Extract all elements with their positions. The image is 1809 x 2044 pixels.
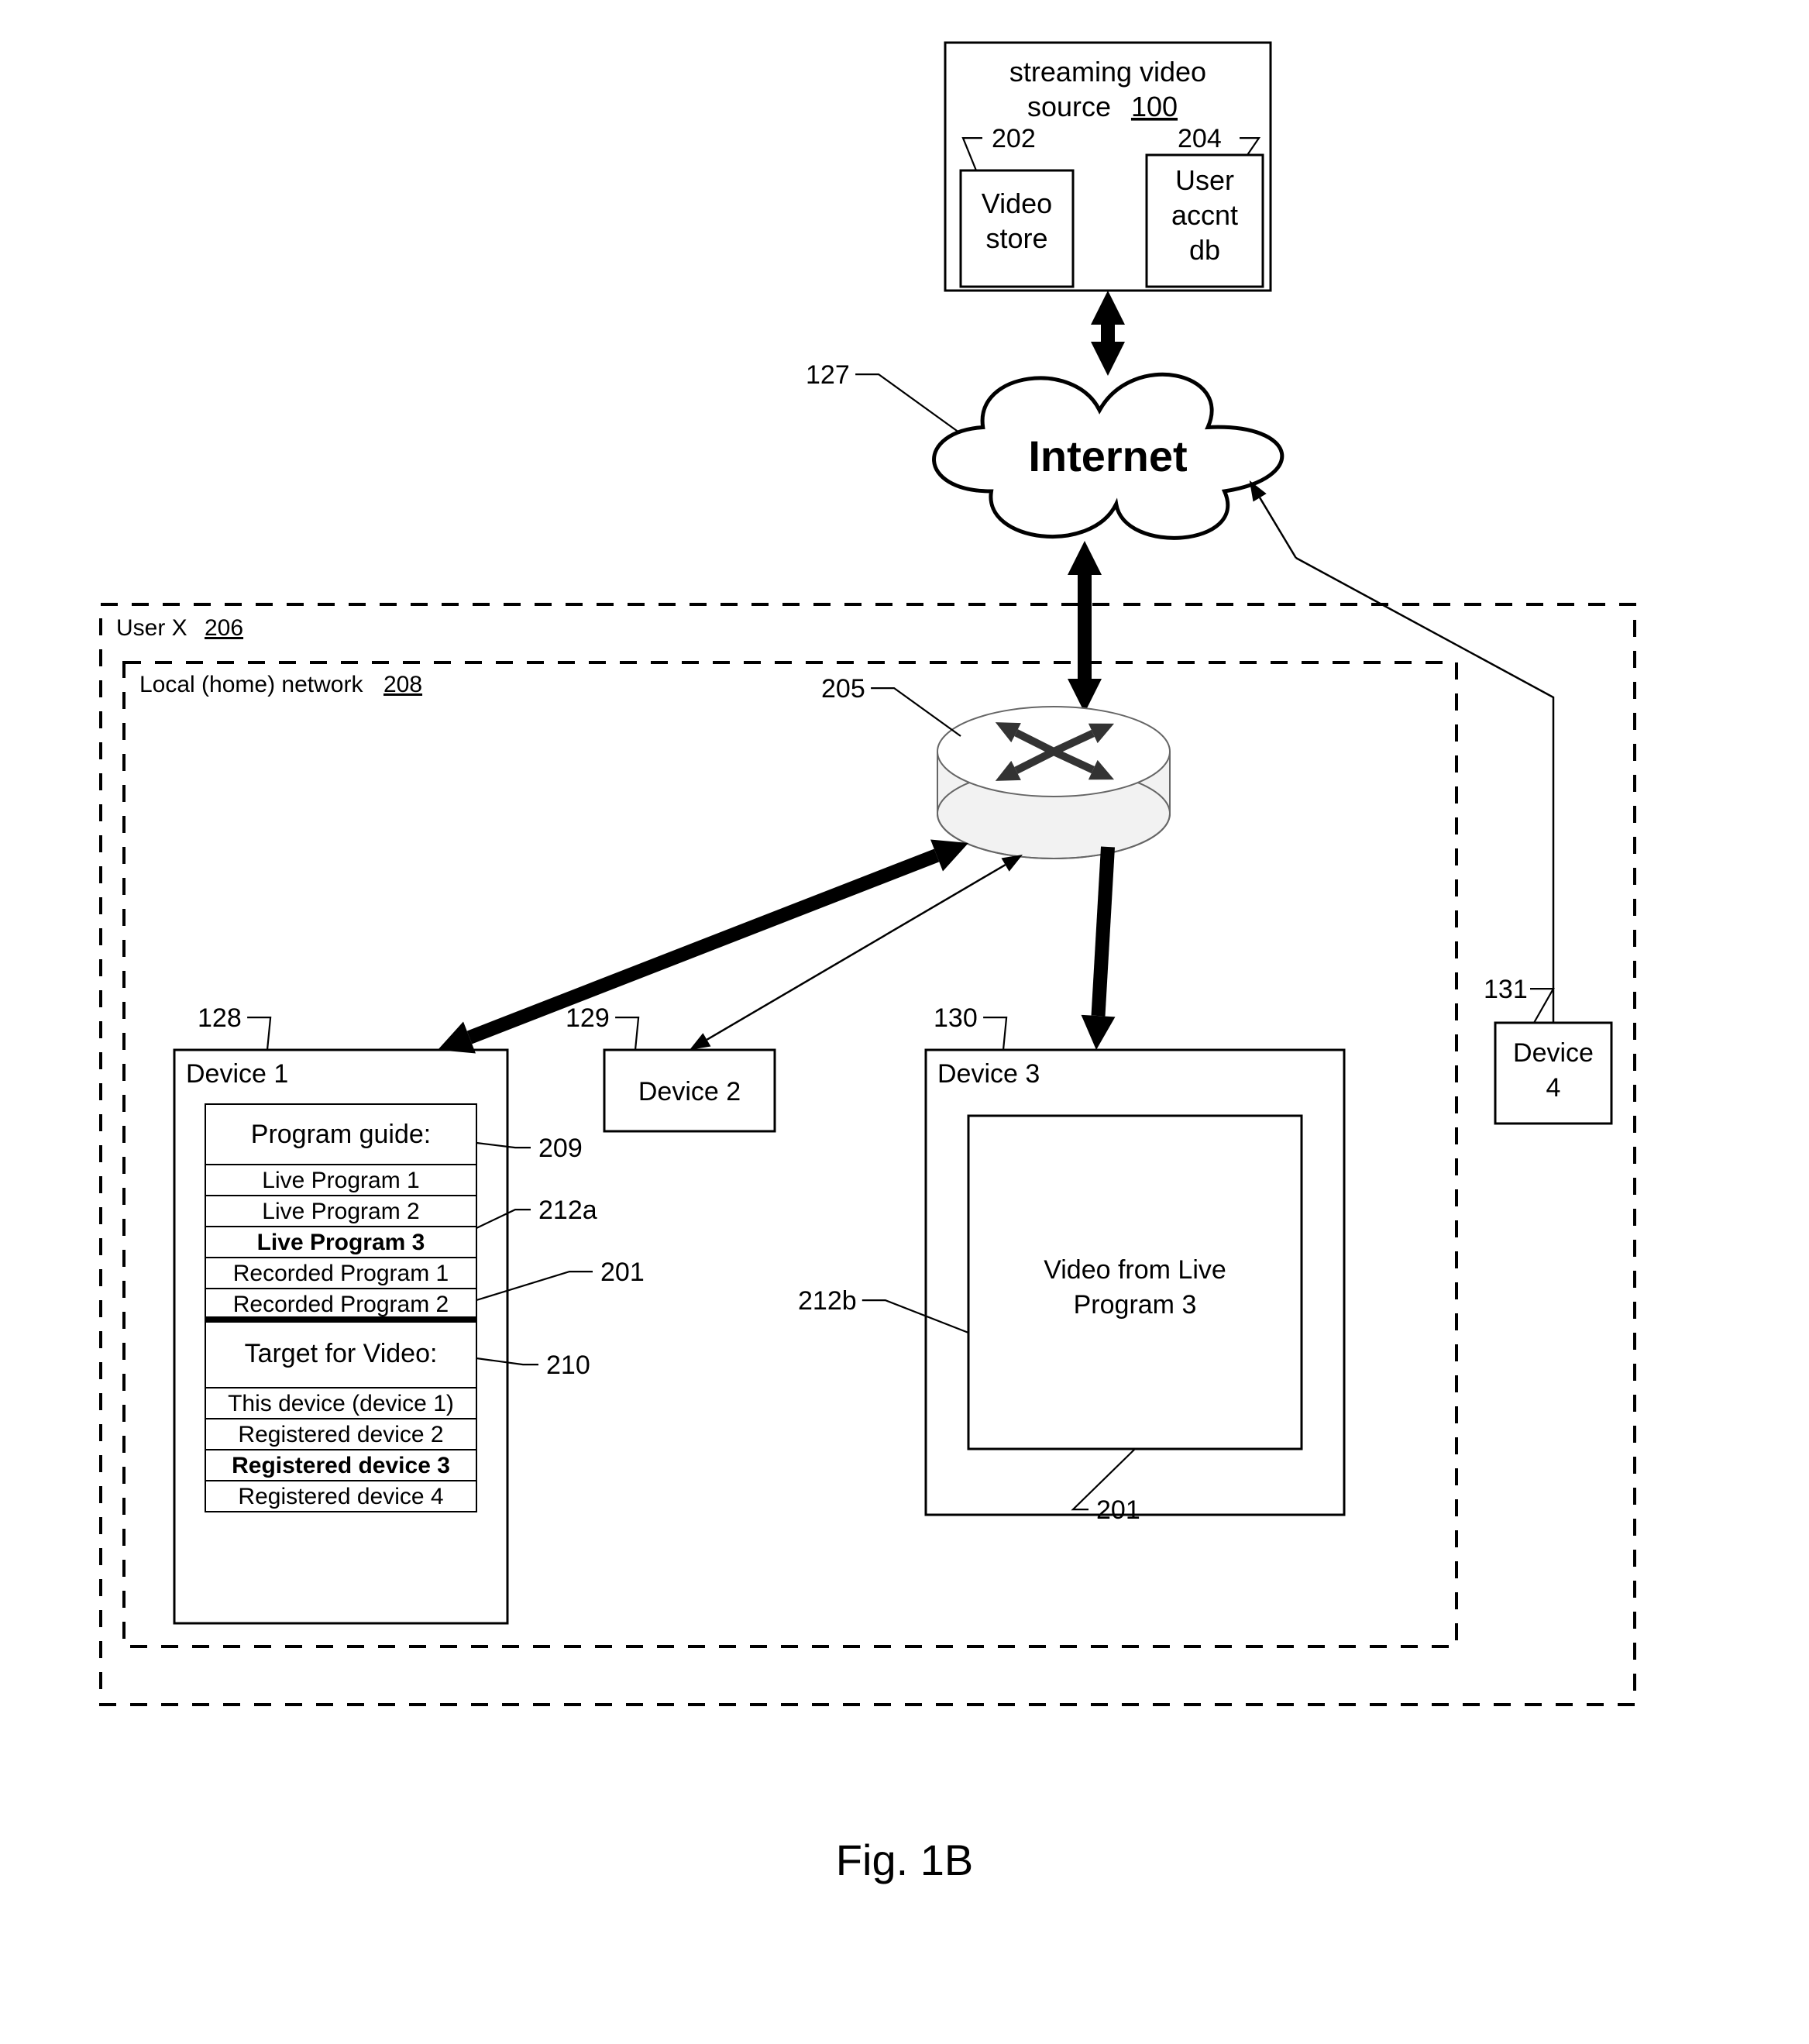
svg-text:Recorded Program 1: Recorded Program 1 <box>233 1261 449 1286</box>
svg-text:Device 3: Device 3 <box>937 1059 1040 1089</box>
svg-text:206: 206 <box>205 615 243 641</box>
svg-text:129: 129 <box>566 1003 610 1033</box>
svg-text:Device 1: Device 1 <box>186 1059 288 1089</box>
svg-text:Registered device 4: Registered device 4 <box>238 1484 443 1509</box>
svg-text:201: 201 <box>1096 1495 1140 1525</box>
svg-text:Live Program 1: Live Program 1 <box>262 1168 419 1193</box>
svg-text:204: 204 <box>1178 124 1222 153</box>
svg-text:212b: 212b <box>798 1286 857 1316</box>
svg-text:208: 208 <box>383 672 422 697</box>
svg-text:Live Program 3: Live Program 3 <box>257 1230 425 1255</box>
svg-text:210: 210 <box>546 1351 590 1380</box>
svg-text:127: 127 <box>806 360 850 390</box>
svg-text:201: 201 <box>600 1258 645 1287</box>
svg-text:Live Program 2: Live Program 2 <box>262 1199 419 1224</box>
svg-text:130: 130 <box>934 1003 978 1033</box>
svg-text:Fig. 1B: Fig. 1B <box>836 1836 973 1884</box>
svg-text:Video from Live: Video from Live <box>1044 1255 1226 1285</box>
svg-text:User: User <box>1175 164 1234 196</box>
svg-text:212a: 212a <box>538 1196 597 1225</box>
svg-text:128: 128 <box>198 1003 242 1033</box>
svg-text:streaming video: streaming video <box>1009 56 1206 88</box>
svg-text:accnt: accnt <box>1171 199 1238 231</box>
svg-text:source: source <box>1027 91 1111 122</box>
svg-text:Program 3: Program 3 <box>1074 1290 1197 1320</box>
svg-text:Local (home) network: Local (home) network <box>139 672 363 697</box>
svg-text:Target for Video:: Target for Video: <box>245 1339 438 1368</box>
svg-text:Internet: Internet <box>1028 432 1187 480</box>
svg-text:Registered device 3: Registered device 3 <box>232 1453 450 1478</box>
svg-text:205: 205 <box>821 674 865 704</box>
svg-text:Registered device 2: Registered device 2 <box>238 1422 443 1447</box>
svg-text:Program guide:: Program guide: <box>251 1120 431 1149</box>
svg-text:4: 4 <box>1546 1073 1561 1103</box>
svg-text:Device 2: Device 2 <box>638 1077 741 1106</box>
svg-text:202: 202 <box>992 124 1036 153</box>
svg-text:131: 131 <box>1484 975 1528 1004</box>
svg-text:Recorded Program 2: Recorded Program 2 <box>233 1292 449 1317</box>
svg-text:Device: Device <box>1513 1038 1594 1068</box>
svg-text:209: 209 <box>538 1134 583 1163</box>
svg-text:db: db <box>1189 234 1220 266</box>
svg-text:This device (device 1): This device (device 1) <box>228 1391 454 1416</box>
svg-text:User X: User X <box>116 615 187 641</box>
svg-text:Video: Video <box>982 188 1052 219</box>
svg-text:100: 100 <box>1131 91 1178 122</box>
svg-text:store: store <box>985 222 1047 254</box>
